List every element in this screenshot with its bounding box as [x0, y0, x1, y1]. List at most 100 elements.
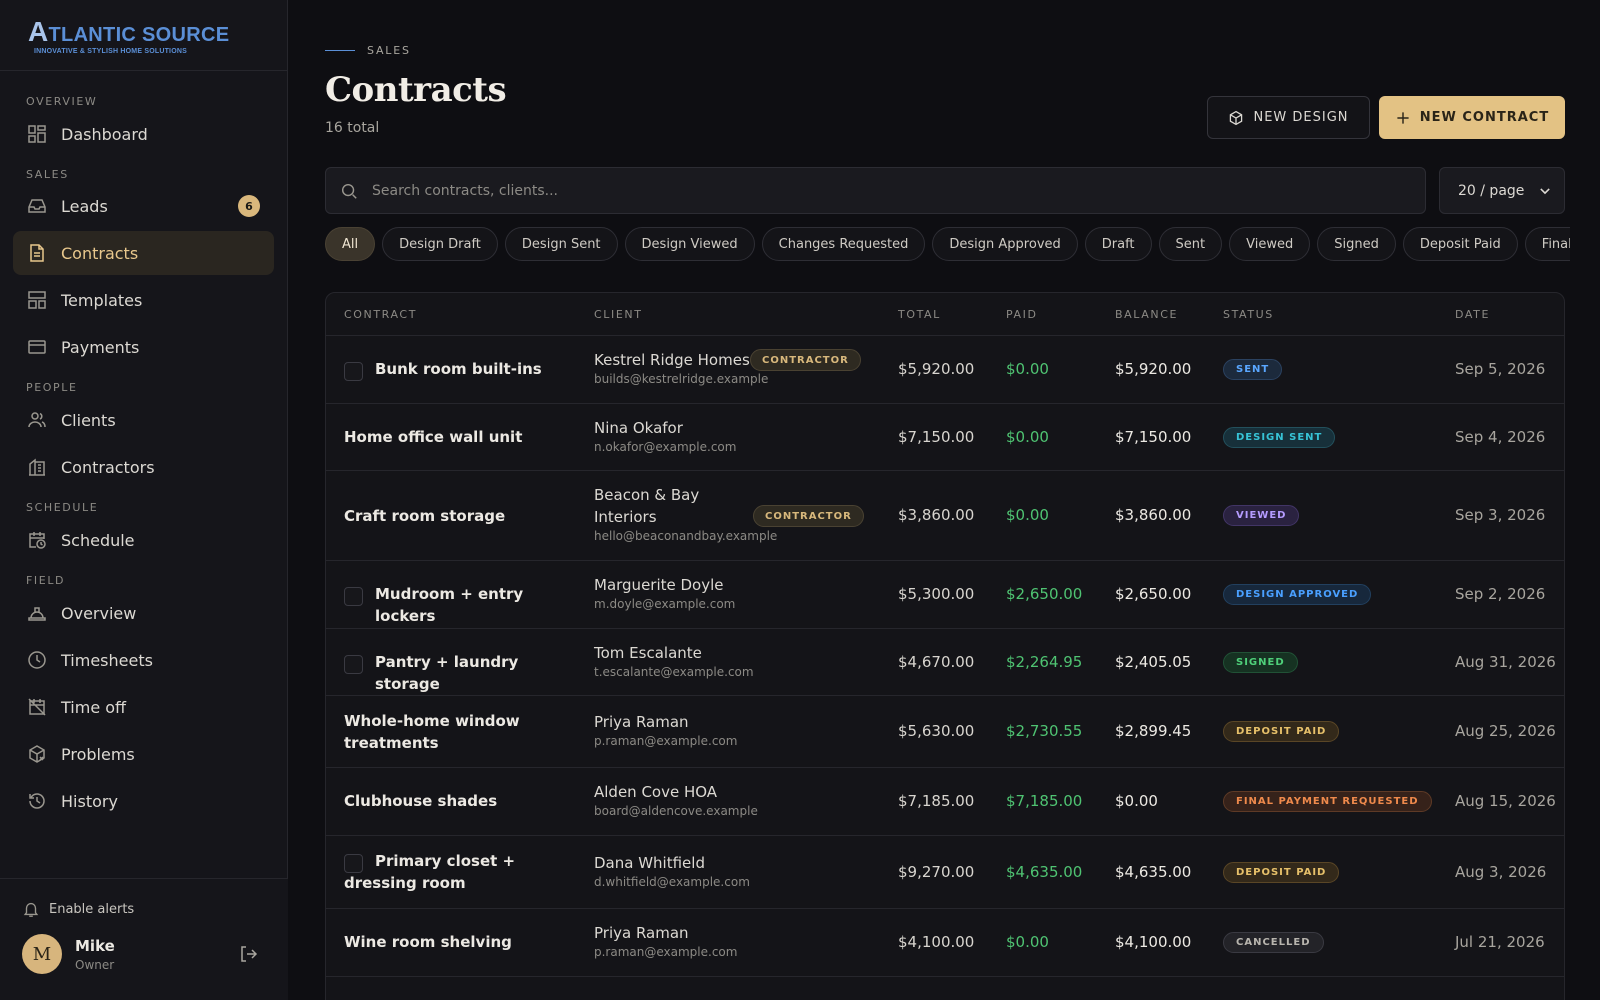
- column-header-status[interactable]: STATUS: [1223, 308, 1274, 321]
- filter-chip-signed[interactable]: Signed: [1317, 227, 1396, 261]
- row-checkbox[interactable]: [344, 854, 363, 873]
- client-name[interactable]: Nina Okafor: [594, 419, 683, 437]
- status-cell: DESIGN SENT: [1223, 427, 1336, 448]
- paid-amount: $0.00: [1006, 506, 1049, 524]
- status-cell: VIEWED: [1223, 505, 1300, 526]
- sidebar-item-clients[interactable]: Clients: [13, 398, 274, 442]
- contract-name[interactable]: Mudroom + entry lockers: [375, 585, 524, 625]
- column-header-paid[interactable]: PAID: [1006, 308, 1038, 321]
- contract-name[interactable]: Wine room shelving: [344, 933, 512, 951]
- client-email: p.raman@example.com: [594, 945, 738, 959]
- sidebar-item-history[interactable]: History: [13, 779, 274, 823]
- filter-chip-design-draft[interactable]: Design Draft: [382, 227, 498, 261]
- table-row[interactable]: Wine room shelving Priya Raman p.raman@e…: [326, 909, 1564, 977]
- filter-chip-sent[interactable]: Sent: [1158, 227, 1223, 261]
- contract-name[interactable]: Craft room storage: [344, 507, 506, 525]
- client-name[interactable]: Tom Escalante: [594, 644, 702, 662]
- user-profile[interactable]: M Mike Owner: [0, 934, 288, 974]
- sidebar-item-leads[interactable]: Leads 6: [13, 184, 274, 228]
- client-name[interactable]: Beacon & Bay Interiors: [594, 486, 700, 526]
- client-cell: Nina Okafor n.okafor@example.com: [594, 417, 736, 454]
- sidebar-item-templates[interactable]: Templates: [13, 278, 274, 322]
- per-page-select[interactable]: 20 / page: [1439, 167, 1565, 214]
- sidebar-item-label: Time off: [61, 697, 127, 717]
- nav-section-overview: OVERVIEW: [26, 95, 98, 108]
- sidebar-item-label: Contractors: [61, 457, 155, 477]
- table-row[interactable]: Pantry + laundry storage Tom Escalante t…: [326, 629, 1564, 696]
- nav-section-schedule: SCHEDULE: [26, 501, 99, 514]
- column-header-balance[interactable]: BALANCE: [1115, 308, 1179, 321]
- client-name[interactable]: Priya Raman: [594, 924, 689, 942]
- filter-chip-deposit-paid[interactable]: Deposit Paid: [1402, 227, 1518, 261]
- new-contract-button[interactable]: NEW CONTRACT: [1379, 96, 1565, 139]
- row-checkbox[interactable]: [344, 587, 363, 606]
- total-amount: $7,185.00: [898, 792, 975, 810]
- search-icon: [340, 182, 358, 200]
- column-header-date[interactable]: DATE: [1455, 308, 1491, 321]
- new-design-button[interactable]: NEW DESIGN: [1207, 96, 1370, 139]
- filter-chip-final-payment-requested[interactable]: Final Payment Requested: [1524, 227, 1570, 261]
- column-header-total[interactable]: TOTAL: [898, 308, 941, 321]
- client-cell: Alden Cove HOA board@aldencove.example: [594, 781, 758, 818]
- table-row[interactable]: Whole-home window treatments Priya Raman…: [326, 696, 1564, 768]
- logout-icon[interactable]: [238, 944, 258, 964]
- total-amount: $9,270.00: [898, 863, 975, 881]
- row-checkbox[interactable]: [344, 655, 363, 674]
- sidebar-item-problems[interactable]: Problems: [13, 732, 274, 776]
- client-name[interactable]: Kestrel Ridge Homes: [594, 351, 750, 369]
- contract-name[interactable]: Bunk room built-ins: [375, 360, 542, 378]
- document-icon: [27, 243, 47, 263]
- sidebar-item-contractors[interactable]: Contractors: [13, 445, 274, 489]
- table-row[interactable]: Home office wall unit Nina Okafor n.okaf…: [326, 404, 1564, 471]
- total-amount: $4,670.00: [898, 653, 975, 671]
- filter-chip-all[interactable]: All: [325, 227, 376, 261]
- sidebar-item-contracts[interactable]: Contracts: [13, 231, 274, 275]
- nav-section-field: FIELD: [26, 574, 66, 587]
- contract-name[interactable]: Pantry + laundry storage: [375, 653, 519, 693]
- contract-name[interactable]: Primary closet + dressing room: [344, 852, 516, 892]
- column-header-client[interactable]: CLIENT: [594, 308, 643, 321]
- table-row[interactable]: Craft room storage Beacon & Bay Interior…: [326, 471, 1564, 561]
- sidebar-item-payments[interactable]: Payments: [13, 325, 274, 369]
- chevron-down-icon: [1538, 184, 1552, 198]
- filter-chip-design-approved[interactable]: Design Approved: [932, 227, 1078, 261]
- search-bar: [325, 167, 1426, 214]
- breadcrumb-accent-line: [325, 50, 355, 51]
- client-name[interactable]: Alden Cove HOA: [594, 783, 718, 801]
- sidebar-item-label: History: [61, 791, 118, 811]
- column-header-contract[interactable]: CONTRACT: [344, 308, 418, 321]
- filter-chip-draft[interactable]: Draft: [1084, 227, 1152, 261]
- contract-name[interactable]: Whole-home window treatments: [344, 712, 520, 752]
- sidebar-item-dashboard[interactable]: Dashboard: [13, 112, 274, 156]
- client-email: n.okafor@example.com: [594, 440, 737, 454]
- sidebar-item-schedule[interactable]: Schedule: [13, 518, 274, 562]
- contract-date: Sep 3, 2026: [1455, 506, 1546, 524]
- breadcrumb: SALES: [325, 44, 411, 57]
- contract-date: Sep 2, 2026: [1455, 585, 1546, 603]
- sidebar-item-time-off[interactable]: Time off: [13, 685, 274, 729]
- filter-chip-design-sent[interactable]: Design Sent: [504, 227, 618, 261]
- table-row[interactable]: Primary closet + dressing room Dana Whit…: [326, 836, 1564, 909]
- paid-amount: $4,635.00: [1006, 863, 1083, 881]
- client-email: t.escalante@example.com: [594, 665, 754, 679]
- enable-alerts-button[interactable]: Enable alerts: [0, 896, 288, 922]
- filter-chip-changes-requested[interactable]: Changes Requested: [761, 227, 926, 261]
- search-input[interactable]: [372, 182, 1372, 199]
- table-row[interactable]: Mudroom + entry lockers Marguerite Doyle…: [326, 561, 1564, 629]
- table-row[interactable]: Bunk room built-ins Kestrel Ridge Homes …: [326, 336, 1564, 404]
- contract-name[interactable]: Home office wall unit: [344, 428, 523, 446]
- client-name[interactable]: Priya Raman: [594, 713, 689, 731]
- bell-icon: [22, 900, 40, 918]
- filter-chip-design-viewed[interactable]: Design Viewed: [624, 227, 755, 261]
- sidebar-item-field-overview[interactable]: Overview: [13, 591, 274, 635]
- client-name[interactable]: Dana Whitfield: [594, 854, 705, 872]
- brand-logo[interactable]: ATLANTIC SOURCE INNOVATIVE & STYLISH HOM…: [0, 0, 287, 71]
- cube-icon: [1228, 110, 1244, 126]
- leads-count-badge: 6: [238, 195, 260, 217]
- client-name[interactable]: Marguerite Doyle: [594, 576, 724, 594]
- row-checkbox[interactable]: [344, 362, 363, 381]
- contract-name[interactable]: Clubhouse shades: [344, 792, 498, 810]
- filter-chip-viewed[interactable]: Viewed: [1229, 227, 1311, 261]
- sidebar-item-timesheets[interactable]: Timesheets: [13, 638, 274, 682]
- table-row[interactable]: Clubhouse shades Alden Cove HOA board@al…: [326, 768, 1564, 836]
